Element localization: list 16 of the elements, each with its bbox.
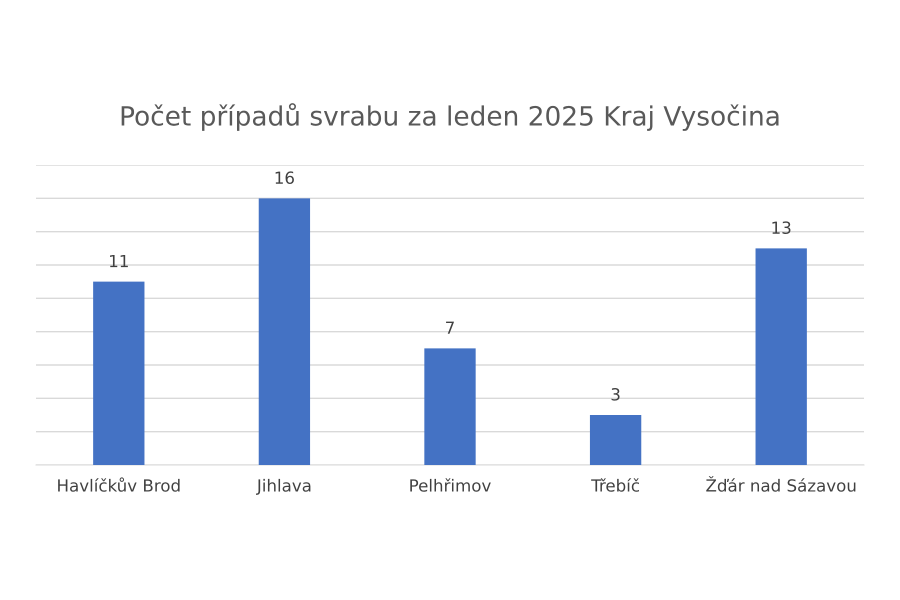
- x-tick-label: Havlíčkův Brod: [58, 477, 180, 492]
- data-label: 11: [110, 254, 128, 268]
- data-label: 7: [446, 322, 454, 334]
- x-tick-label: Jihlava: [256, 478, 310, 495]
- x-tick-label: Pelhřimov: [410, 478, 491, 492]
- x-tick-label: Žďár nad Sázavou: [706, 476, 856, 492]
- bar: [258, 198, 310, 465]
- data-label: 13: [772, 221, 790, 234]
- bar: [93, 282, 144, 465]
- data-label: 3: [612, 388, 620, 401]
- data-label: 16: [276, 171, 294, 184]
- bar: [424, 348, 476, 465]
- bar: [590, 415, 642, 465]
- bar: [756, 248, 807, 465]
- x-tick-label: Třebíč: [591, 478, 639, 492]
- chart-title: Počet případů svrabu za leden 2025 Kraj Vysočina: [122, 103, 779, 131]
